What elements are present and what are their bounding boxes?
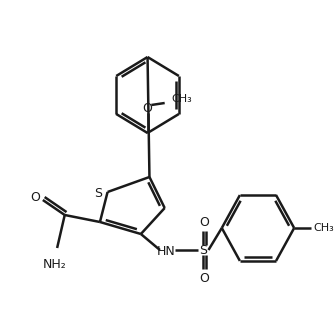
Text: CH₃: CH₃ [171, 94, 192, 104]
Text: CH₃: CH₃ [313, 223, 334, 233]
Text: O: O [199, 272, 209, 285]
Text: NH₂: NH₂ [43, 258, 66, 271]
Text: O: O [143, 101, 152, 114]
Text: O: O [199, 215, 209, 228]
Text: S: S [199, 244, 207, 256]
Text: S: S [94, 186, 102, 200]
Text: HN: HN [156, 245, 175, 257]
Text: O: O [30, 191, 40, 203]
